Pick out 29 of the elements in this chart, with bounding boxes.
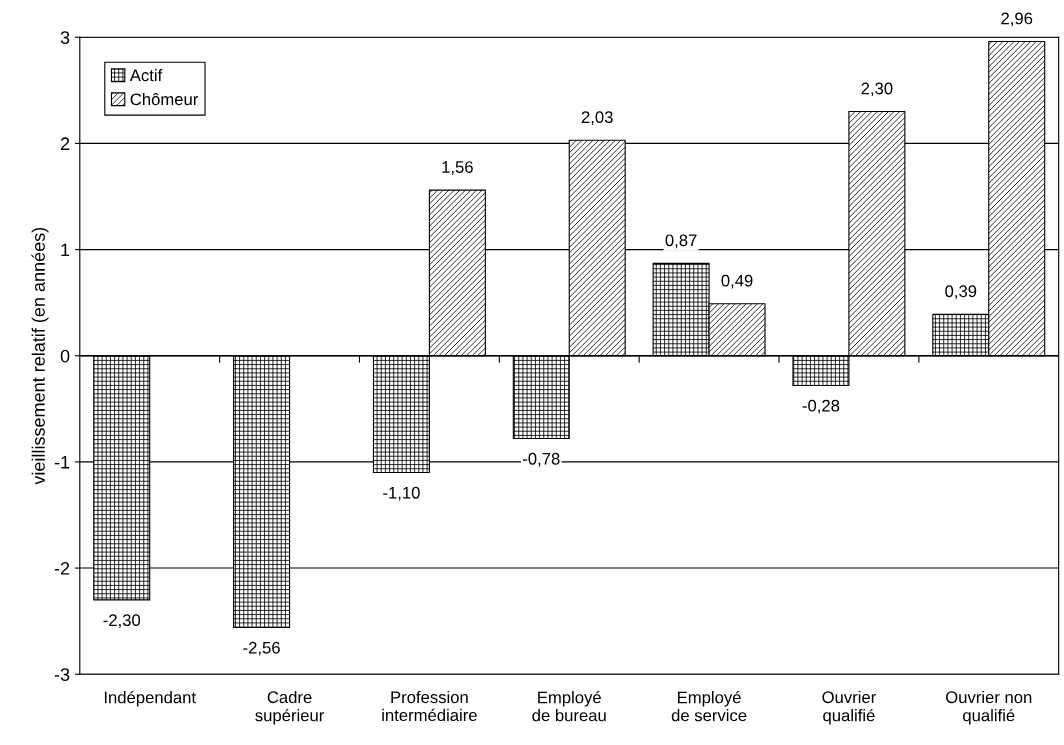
data-label: 2,96 (1001, 12, 1033, 27)
x-tick-label: Profession intermédiaire (382, 690, 477, 722)
y-axis-title: vieillissement relatif (en années) (31, 227, 49, 485)
y-tick-label: 1 (61, 243, 70, 257)
y-tick-label: -3 (54, 668, 70, 681)
data-label: 0,87 (665, 234, 697, 249)
data-label: 2,30 (861, 82, 893, 97)
y-tick-label: 3 (60, 31, 70, 44)
x-tick-label: Ouvrier qualifié (822, 690, 876, 725)
data-label: 2,03 (581, 111, 613, 126)
y-tick-label: 2 (60, 137, 70, 150)
data-label: -0,28 (802, 399, 840, 414)
data-label: -2,56 (243, 641, 280, 656)
y-tick-label: -1 (54, 456, 70, 469)
x-tick-label: Cadre supérieur (255, 690, 325, 725)
legend-label: Actif (129, 69, 163, 82)
y-tick-label: -2 (54, 562, 70, 575)
data-label: -0,78 (523, 452, 560, 467)
data-label: 1,56 (442, 161, 473, 175)
x-tick-label: Employé de bureau (532, 690, 606, 722)
y-tick-label: 0 (60, 349, 70, 363)
data-label: -2,30 (103, 614, 141, 629)
data-label: 0,49 (721, 274, 753, 289)
x-tick-label: Employé de service (671, 690, 747, 722)
x-tick-label: Indépendant (104, 690, 196, 707)
data-label: -1,10 (383, 486, 420, 501)
data-label: 0,39 (945, 285, 977, 300)
legend-label: Chômeur (130, 92, 199, 106)
x-tick-label: Ouvrier non qualifié (946, 690, 1032, 725)
